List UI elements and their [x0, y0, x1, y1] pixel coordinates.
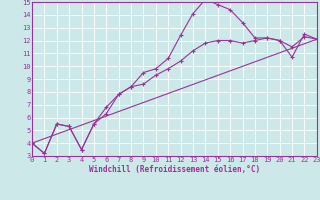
X-axis label: Windchill (Refroidissement éolien,°C): Windchill (Refroidissement éolien,°C) [89, 165, 260, 174]
